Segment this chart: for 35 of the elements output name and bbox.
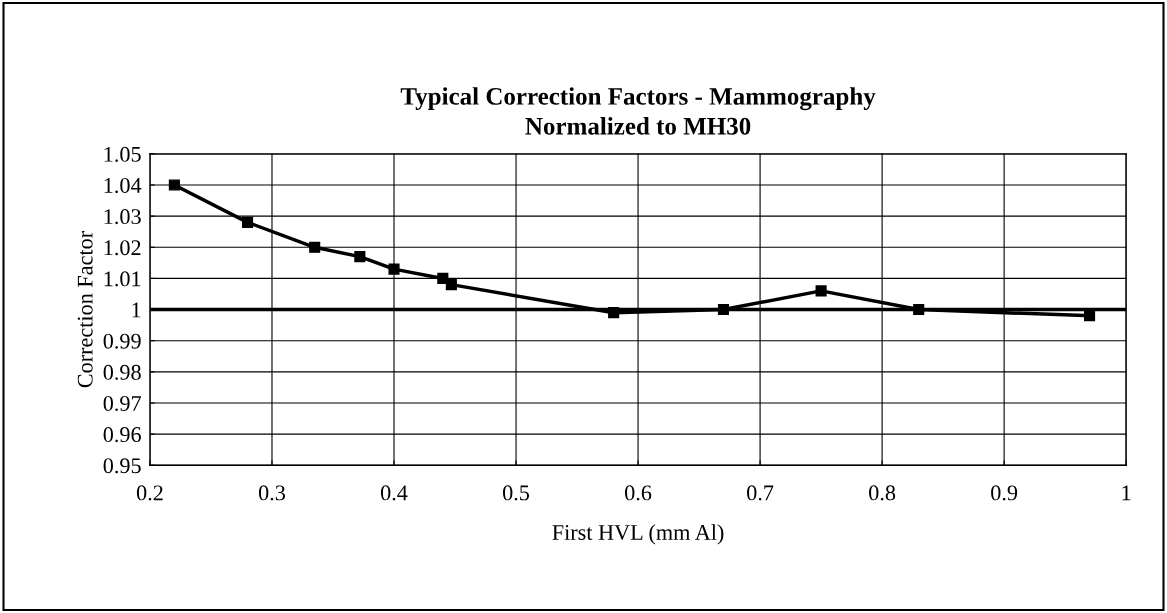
x-tick-label: 1 — [1122, 485, 1131, 501]
y-tick-label: 0.96 — [103, 427, 141, 443]
chart-title: Typical Correction Factors - Mammography Normalized to MH30 — [400, 87, 876, 135]
y-tick-label: 1.03 — [104, 209, 141, 225]
x-tick-label: 0.2 — [136, 485, 163, 501]
point — [388, 263, 400, 275]
x-tick-label: 0.9 — [991, 485, 1018, 501]
point — [913, 304, 925, 316]
x-tick-label: 0.7 — [747, 485, 774, 501]
point — [445, 279, 457, 291]
point — [608, 307, 620, 319]
point — [242, 216, 254, 228]
y-tick-label: 1 — [132, 302, 141, 318]
x-tick-label: 0.3 — [258, 485, 285, 501]
point — [815, 285, 827, 297]
y-tick-label: 0.98 — [103, 364, 141, 380]
y-tick-label: 0.95 — [103, 458, 141, 474]
point — [309, 241, 321, 253]
x-tick-label: 0.6 — [625, 485, 652, 501]
point — [354, 251, 366, 263]
x-tick-label: 0.5 — [502, 485, 530, 501]
y-tick-label: 1.04 — [104, 177, 142, 194]
y-tick-label: 1.05 — [104, 146, 141, 162]
point — [1083, 310, 1096, 322]
x-axis-title: First HVL (mm Al) — [552, 524, 724, 545]
y-tick-label: 0.97 — [103, 395, 141, 412]
y-tick-label: 1.02 — [104, 240, 141, 256]
x-tick-label: 0.4 — [380, 485, 408, 501]
y-tick-label: 1.01 — [104, 271, 141, 287]
y-tick-label: 0.99 — [103, 333, 141, 349]
x-tick-label: 0.8 — [869, 485, 896, 501]
point — [717, 304, 730, 316]
point — [168, 179, 180, 191]
y-axis-title: Correction Factor — [77, 231, 93, 388]
point — [437, 272, 449, 284]
